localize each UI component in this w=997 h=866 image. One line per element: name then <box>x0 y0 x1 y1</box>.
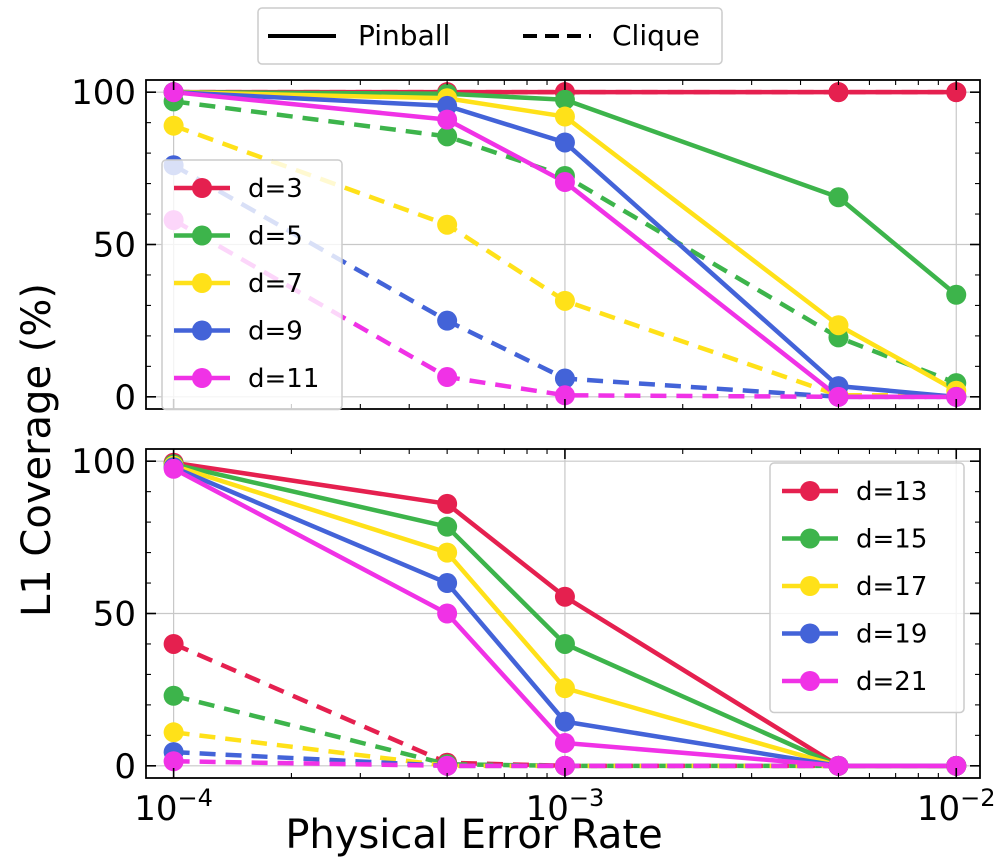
legend-top: d=3 d=5 d=7 d=9 d=11 <box>161 159 343 411</box>
legend-swatch-marker <box>800 623 820 644</box>
data-point-clique-d=7 <box>163 115 184 136</box>
legend-label: d=7 <box>248 269 303 299</box>
legend-label: d=9 <box>248 317 303 347</box>
data-point-pinball-d=21 <box>828 755 849 776</box>
x-axis-title: Physical Error Rate <box>285 812 662 858</box>
data-point-clique-d=13 <box>163 633 184 654</box>
data-point-pinball-d=3 <box>946 82 967 103</box>
data-point-pinball-d=17 <box>554 678 575 699</box>
data-point-clique-d=5 <box>437 126 458 147</box>
legend-swatch-marker <box>800 576 820 596</box>
legend-swatch-marker <box>800 481 820 501</box>
data-point-pinball-d=13 <box>554 586 575 607</box>
data-point-pinball-d=5 <box>554 89 575 110</box>
data-point-pinball-d=7 <box>828 315 849 336</box>
legend-frame <box>161 159 343 411</box>
series-line-clique-d=11 <box>172 218 957 400</box>
data-point-pinball-d=15 <box>437 516 458 537</box>
legend-label: d=17 <box>856 572 927 602</box>
data-point-clique-d=7 <box>554 290 575 311</box>
legend-label: d=21 <box>856 667 927 697</box>
data-point-pinball-d=11 <box>437 109 458 130</box>
legend-swatch-marker <box>192 273 212 293</box>
data-point-pinball-d=21 <box>163 458 184 479</box>
legend-swatch-marker <box>800 671 820 691</box>
style-legend-frame <box>257 7 723 65</box>
style-legend-pinball-label: Pinball <box>358 19 450 52</box>
data-point-clique-d=9 <box>554 368 575 389</box>
legend-label: d=15 <box>856 525 927 555</box>
data-point-pinball-d=21 <box>946 755 967 776</box>
data-point-pinball-d=21 <box>554 732 575 753</box>
panels: 0 50 100 d=3 d=5 d=7 d=9 d=11 0 50 100 d=13 d=15 d=17… <box>71 73 995 829</box>
data-point-pinball-d=11 <box>163 82 184 103</box>
data-point-pinball-d=19 <box>554 711 575 732</box>
data-point-pinball-d=11 <box>554 172 575 193</box>
style-legend-clique-label: Clique <box>612 19 700 52</box>
data-point-clique-d=7 <box>437 214 458 235</box>
legend-label: d=3 <box>248 174 303 204</box>
data-point-pinball-d=7 <box>554 106 575 127</box>
data-point-pinball-d=11 <box>828 386 849 407</box>
legend-swatch-marker <box>192 368 212 388</box>
data-point-pinball-d=21 <box>437 603 458 624</box>
legend-swatch-marker <box>192 225 212 246</box>
legend-label: d=5 <box>248 222 303 252</box>
y-tick-label: 0 <box>114 747 136 787</box>
legend-swatch-marker <box>800 528 820 549</box>
legend-swatch-marker <box>192 178 212 198</box>
panel-top: 0 50 100 d=3 d=5 d=7 d=9 d=11 <box>71 73 981 418</box>
data-point-pinball-d=13 <box>437 493 458 514</box>
y-axis-title: L1 Coverage (%) <box>14 283 60 617</box>
data-point-clique-d=21 <box>163 751 184 772</box>
y-tick-label: 0 <box>114 378 136 418</box>
legend-frame <box>769 462 965 714</box>
data-point-pinball-d=3 <box>828 82 849 103</box>
data-point-clique-d=11 <box>554 385 575 406</box>
data-point-clique-d=15 <box>163 685 184 706</box>
style-legend: Pinball Clique <box>257 7 723 65</box>
y-tick-label: 100 <box>71 442 136 482</box>
data-point-clique-d=21 <box>437 755 458 776</box>
data-point-clique-d=21 <box>554 755 575 776</box>
data-point-pinball-d=9 <box>554 132 575 153</box>
legend-swatch-marker <box>192 320 212 341</box>
x-tick-label: 10−2 <box>917 784 996 829</box>
panel-bottom: 0 50 100 d=13 d=15 d=17 d=19 d=21 10−4 10−3 10−2 <box>71 442 995 829</box>
x-tick-label: 10−4 <box>134 784 213 829</box>
data-point-pinball-d=9 <box>437 95 458 116</box>
y-tick-label: 50 <box>93 595 136 635</box>
legend-label: d=19 <box>856 620 927 650</box>
data-point-pinball-d=17 <box>437 542 458 563</box>
x-tick-label: 10−3 <box>526 784 605 829</box>
data-point-clique-d=17 <box>163 722 184 743</box>
data-point-clique-d=11 <box>437 367 458 388</box>
legend-label: d=13 <box>856 477 927 507</box>
data-point-pinball-d=15 <box>554 633 575 654</box>
data-point-pinball-d=5 <box>828 187 849 208</box>
data-point-pinball-d=5 <box>946 284 967 305</box>
legend-bottom: d=13 d=15 d=17 d=19 d=21 <box>769 462 965 714</box>
data-point-clique-d=9 <box>437 310 458 331</box>
data-point-pinball-d=11 <box>946 386 967 407</box>
y-tick-label: 100 <box>71 73 136 113</box>
data-point-pinball-d=19 <box>437 573 458 594</box>
y-tick-label: 50 <box>93 226 136 266</box>
legend-label: d=11 <box>248 364 319 394</box>
